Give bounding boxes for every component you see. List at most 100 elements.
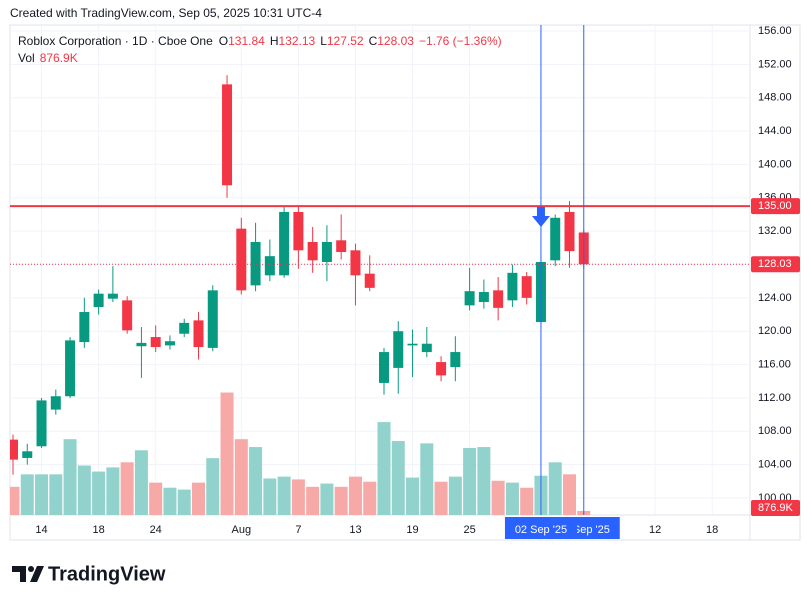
volume-bar [263, 478, 277, 515]
y-tick-label: 156.00 [758, 25, 792, 37]
volume-bar [149, 482, 163, 515]
volume-bar [134, 450, 148, 515]
candle-body [393, 331, 404, 368]
candle-body [179, 322, 190, 334]
legend-change: −1.76 (−1.36%) [419, 34, 502, 48]
logo [12, 566, 44, 582]
x-tick-label: 25 [463, 524, 475, 536]
y-tick-label: 140.00 [758, 158, 792, 170]
candle-body [350, 250, 361, 276]
y-tick-label: 132.00 [758, 225, 792, 237]
volume-bar [49, 474, 63, 515]
legend-key: H [270, 34, 279, 48]
volume-bar [249, 447, 263, 515]
hline-label: 135.00 [758, 200, 792, 212]
y-tick-label: 120.00 [758, 325, 792, 337]
volume-bar [491, 480, 505, 515]
x-tick-label: 24 [150, 524, 162, 536]
frame [9, 24, 801, 541]
legend-key: Vol [18, 51, 35, 65]
candle-body [236, 228, 247, 291]
volume-label-box [751, 500, 800, 516]
candle-body [436, 362, 447, 376]
plot [10, 25, 750, 515]
volume-bar [277, 476, 291, 515]
axes: 100.00104.00108.00112.00116.00120.00124.… [35, 25, 800, 539]
y-tick-label: 124.00 [758, 292, 792, 304]
volume-label: 876.9K [758, 502, 794, 514]
candle-body [450, 352, 461, 368]
candle-body [264, 256, 275, 276]
x-tick-label: 12 [649, 524, 661, 536]
volume-bar [420, 443, 434, 515]
volume-bar [77, 465, 91, 515]
candle-body [464, 291, 475, 306]
marker-label-box [504, 517, 577, 539]
candle-body [79, 312, 90, 343]
volume-bar [306, 486, 320, 515]
volume-bar [120, 462, 134, 515]
x-tick-label: 7 [295, 524, 301, 536]
candle-body [22, 451, 33, 458]
volume-bar [92, 471, 106, 515]
volume-bar [106, 467, 120, 515]
volume-bar [334, 486, 348, 515]
candle-body [193, 320, 204, 348]
volume-bar [291, 479, 305, 515]
candle-body [321, 241, 332, 262]
legend-key: O [219, 34, 228, 48]
candle-body [493, 290, 504, 308]
volume-bar [406, 477, 420, 515]
candle-body [407, 343, 418, 346]
watermark-header: Created with TradingView.com, Sep 05, 20… [10, 6, 322, 20]
volume-bar [562, 474, 576, 515]
candle-body [478, 292, 489, 303]
x-tick-label: 14 [35, 524, 47, 536]
last-price-label-box [751, 256, 800, 273]
candle-body [207, 290, 218, 348]
marker-label: 02 Sep '25 [515, 524, 567, 536]
volume-bar [363, 481, 377, 515]
candle-body [164, 341, 175, 346]
candle-body [564, 211, 575, 252]
y-tick-label: 104.00 [758, 459, 792, 471]
x-tick-label: 18 [706, 524, 718, 536]
volume-bar [220, 392, 234, 515]
volume-bar [434, 481, 448, 515]
volume-bar [548, 462, 562, 515]
volume-bar [206, 458, 220, 515]
candle-body [107, 293, 118, 299]
volume-bar [163, 487, 177, 515]
legend-value: 131.84 [228, 34, 265, 48]
y-tick-label: 108.00 [758, 425, 792, 437]
volume-bar [377, 422, 391, 515]
candle-body [36, 400, 47, 447]
y-tick-label: 112.00 [758, 392, 791, 404]
candle-body [378, 352, 389, 383]
legend-key: C [369, 34, 378, 48]
volume-bar [391, 441, 405, 515]
y-tick-label: 144.00 [758, 125, 792, 137]
candle-body [10, 439, 18, 460]
candle-body [136, 342, 147, 347]
candle-body [364, 273, 375, 288]
x-tick-label: Aug [232, 524, 252, 536]
last-price-label: 128.03 [758, 258, 792, 270]
volume-bar [191, 482, 205, 515]
volume-bar [20, 474, 34, 515]
volume-bar [35, 474, 49, 515]
candle-body [222, 84, 233, 186]
legend-value: 876.9K [40, 51, 78, 65]
candle-body [421, 343, 432, 353]
volume-bar [63, 439, 77, 515]
y-tick-label: 148.00 [758, 92, 792, 104]
volume-bar [463, 447, 477, 515]
y-tick-label: 152.00 [758, 58, 792, 70]
candle-body [150, 337, 161, 348]
candle-body [307, 241, 318, 261]
x-tick-label: 19 [406, 524, 418, 536]
logo-text: TradingView [48, 563, 166, 585]
volume-bar [10, 486, 20, 515]
legend-value: 128.03 [377, 34, 414, 48]
